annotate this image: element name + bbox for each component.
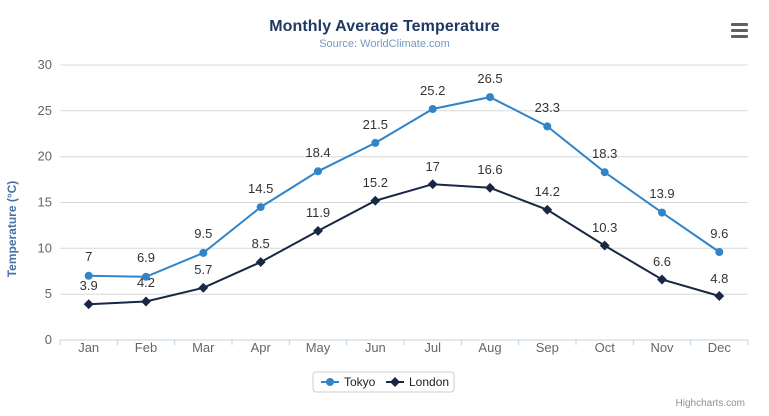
svg-text:16.6: 16.6 [477,162,502,177]
svg-text:8.5: 8.5 [252,236,270,251]
svg-text:Feb: Feb [135,340,157,355]
svg-text:9.5: 9.5 [194,226,212,241]
svg-text:Jun: Jun [365,340,386,355]
svg-text:Mar: Mar [192,340,215,355]
svg-text:Jul: Jul [424,340,441,355]
svg-text:Sep: Sep [536,340,559,355]
svg-text:25: 25 [38,103,52,118]
svg-text:18.4: 18.4 [305,145,330,160]
svg-text:4.2: 4.2 [137,275,155,290]
svg-text:18.3: 18.3 [592,146,617,161]
svg-text:25.2: 25.2 [420,83,445,98]
svg-text:26.5: 26.5 [477,71,502,86]
svg-text:15.2: 15.2 [363,175,388,190]
svg-text:5: 5 [45,286,52,301]
svg-text:7: 7 [85,249,92,264]
svg-text:11.9: 11.9 [306,205,330,220]
svg-text:London: London [409,375,449,389]
svg-text:10: 10 [38,240,52,255]
svg-text:10.3: 10.3 [592,220,617,235]
svg-text:9.6: 9.6 [710,226,728,241]
svg-text:5.7: 5.7 [194,262,212,277]
svg-text:6.9: 6.9 [137,250,155,265]
svg-text:Apr: Apr [251,340,272,355]
svg-text:Tokyo: Tokyo [344,375,376,389]
svg-text:23.3: 23.3 [535,100,560,115]
svg-text:3.9: 3.9 [80,278,98,293]
svg-text:6.6: 6.6 [653,254,671,269]
svg-text:20: 20 [38,149,52,164]
svg-text:Aug: Aug [478,340,501,355]
svg-text:Oct: Oct [595,340,616,355]
svg-text:4.8: 4.8 [710,271,728,286]
svg-text:Jan: Jan [78,340,99,355]
svg-text:21.5: 21.5 [363,117,388,132]
svg-text:17: 17 [425,159,439,174]
svg-text:Dec: Dec [708,340,732,355]
svg-text:13.9: 13.9 [649,186,674,201]
svg-text:14.2: 14.2 [535,184,560,199]
svg-text:30: 30 [38,57,52,72]
svg-text:May: May [306,340,331,355]
svg-text:14.5: 14.5 [248,181,273,196]
svg-text:Nov: Nov [650,340,674,355]
svg-text:15: 15 [38,195,52,210]
svg-text:0: 0 [45,332,52,347]
